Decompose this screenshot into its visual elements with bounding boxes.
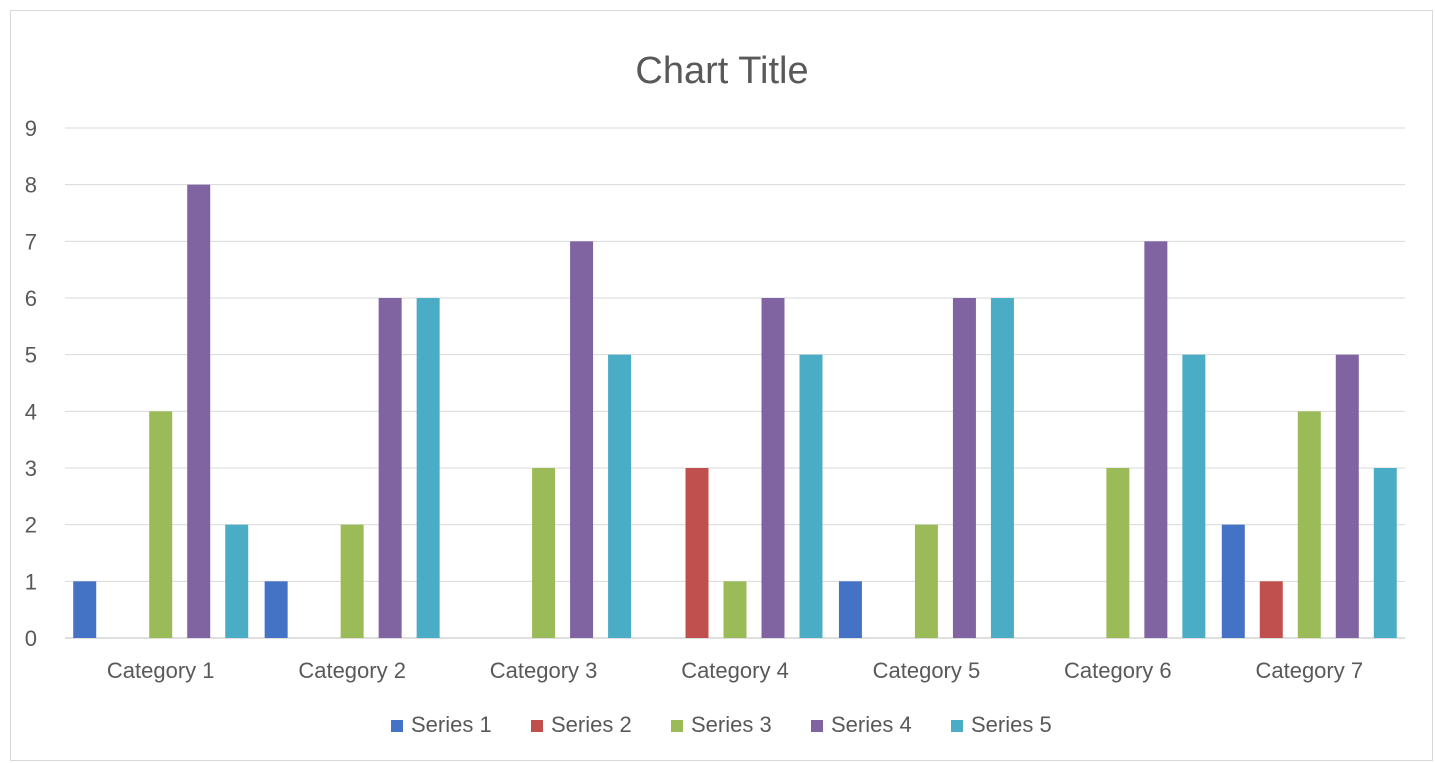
y-tick-label: 4 bbox=[25, 399, 37, 424]
y-tick-label: 2 bbox=[25, 513, 37, 538]
y-tick-label: 7 bbox=[25, 229, 37, 254]
bar-series-2-category-7 bbox=[1259, 581, 1283, 638]
bar-series-1-category-2 bbox=[264, 581, 288, 638]
bar-series-4-category-3 bbox=[570, 241, 594, 639]
y-tick-label: 3 bbox=[25, 456, 37, 481]
x-axis-ticks: Category 1 Category 2 Category 3 Category 4… bbox=[107, 658, 1363, 683]
y-tick-label: 8 bbox=[25, 173, 37, 198]
bar-series-5-category-5 bbox=[990, 298, 1014, 638]
legend-swatch bbox=[531, 720, 543, 732]
bar-series-3-category-6 bbox=[1106, 468, 1130, 638]
bar-series-3-category-5 bbox=[914, 524, 938, 638]
y-tick-label: 6 bbox=[25, 286, 37, 311]
x-tick-label: Category 5 bbox=[873, 658, 981, 683]
bar-series-3-category-1 bbox=[149, 411, 173, 638]
legend-swatch bbox=[671, 720, 683, 732]
y-tick-label: 5 bbox=[25, 343, 37, 368]
bar-series-1-category-1 bbox=[73, 581, 97, 638]
bar-series-5-category-7 bbox=[1373, 468, 1397, 638]
legend-label: Series 2 bbox=[551, 712, 632, 737]
bar-series-3-category-3 bbox=[532, 468, 556, 638]
bar-series-3-category-7 bbox=[1297, 411, 1321, 638]
chart-title: Chart Title bbox=[635, 50, 808, 92]
bar-series-4-category-6 bbox=[1144, 241, 1168, 639]
bar-series-4-category-7 bbox=[1335, 354, 1359, 638]
y-tick-label: 1 bbox=[25, 569, 37, 594]
x-tick-label: Category 6 bbox=[1064, 658, 1172, 683]
bar-series-4-category-5 bbox=[952, 298, 976, 638]
y-axis-ticks: 0 1 2 3 4 5 6 7 8 9 bbox=[25, 116, 37, 651]
legend: Series 1 Series 2 Series 3 Series 4 Series 5 bbox=[391, 712, 1052, 737]
bar-series-5-category-1 bbox=[225, 524, 249, 638]
bar-series-5-category-2 bbox=[416, 298, 440, 638]
bar-series-5-category-6 bbox=[1182, 354, 1206, 638]
bar-series-3-category-2 bbox=[340, 524, 364, 638]
x-tick-label: Category 1 bbox=[107, 658, 215, 683]
bar-series-2-category-4 bbox=[685, 468, 709, 638]
bar-series-5-category-3 bbox=[608, 354, 632, 638]
legend-swatch bbox=[951, 720, 963, 732]
bar-series-4-category-4 bbox=[761, 298, 785, 638]
bar-series-3-category-4 bbox=[723, 581, 747, 638]
bar-series-4-category-1 bbox=[187, 184, 211, 638]
y-tick-label: 9 bbox=[25, 116, 37, 141]
legend-label: Series 5 bbox=[971, 712, 1052, 737]
legend-swatch bbox=[811, 720, 823, 732]
bar-series-4-category-2 bbox=[378, 298, 402, 638]
bar-series-5-category-4 bbox=[799, 354, 823, 638]
legend-label: Series 1 bbox=[411, 712, 492, 737]
bars bbox=[73, 184, 1397, 639]
y-tick-label: 0 bbox=[25, 626, 37, 651]
bar-series-1-category-5 bbox=[838, 581, 862, 638]
x-tick-label: Category 2 bbox=[298, 658, 406, 683]
legend-swatch bbox=[391, 720, 403, 732]
legend-label: Series 3 bbox=[691, 712, 772, 737]
x-tick-label: Category 3 bbox=[490, 658, 598, 683]
legend-label: Series 4 bbox=[831, 712, 912, 737]
x-tick-label: Category 4 bbox=[681, 658, 789, 683]
bar-series-1-category-7 bbox=[1221, 524, 1245, 638]
x-tick-label: Category 7 bbox=[1255, 658, 1363, 683]
gridlines bbox=[65, 127, 1405, 639]
